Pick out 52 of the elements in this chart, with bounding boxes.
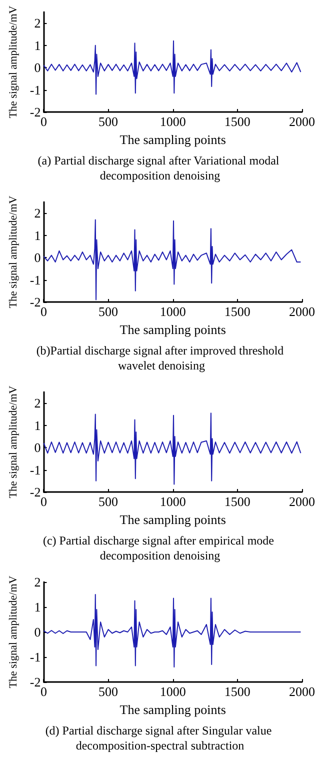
text: (d) Partial discharge signal after Singular value decomposition-spectral subtraction [45, 724, 275, 752]
x-tick-label: 1500 [224, 114, 250, 129]
x-axis-title: The sampling points [120, 512, 226, 527]
y-tick-label: 2 [34, 396, 41, 411]
y-tick-label: 1 [34, 38, 41, 53]
y-tick-label: 2 [34, 16, 41, 31]
y-tick-label: 2 [34, 206, 41, 221]
x-tick-label: 500 [98, 494, 118, 509]
line-series [43, 594, 302, 668]
y-tick-label: -1 [30, 462, 41, 478]
text: (c) Partial discharge signal after empirical mode decomposition denoising [42, 534, 278, 562]
y-tick-label: 1 [34, 228, 41, 243]
x-tick-label: 1000 [160, 684, 186, 699]
y-tick-label: -1 [30, 650, 41, 664]
y-tick-label: 0 [34, 624, 41, 640]
line-series [43, 412, 302, 485]
y-tick-label: -1 [30, 272, 41, 288]
x-tick-label: 1000 [160, 494, 186, 509]
y-tick-label: 1 [34, 418, 41, 433]
x-tick-label: 1000 [160, 304, 186, 319]
x-tick-label: 2000 [289, 684, 315, 699]
x-tick-label: 2000 [289, 114, 315, 129]
line-series [43, 219, 302, 300]
y-tick-label: -2 [30, 294, 41, 310]
y-tick-label: 0 [34, 250, 41, 266]
x-tick-label: 1000 [160, 114, 186, 129]
x-tick-label: 1500 [224, 684, 250, 699]
y-axis-title: The signal amplitude/mV [8, 196, 20, 308]
x-tick-label: 2000 [289, 494, 315, 509]
y-tick-label: 2 [34, 574, 41, 590]
y-tick-label: 0 [34, 440, 41, 456]
y-tick-label: 0 [34, 60, 41, 76]
x-tick-label: 1500 [224, 304, 250, 319]
y-axis-title: The signal amplitude/mV [8, 6, 20, 118]
x-axis-title: The sampling points [120, 702, 226, 717]
y-axis-title: The signal amplitude/mV [8, 576, 20, 688]
text: (a) Partial discharge signal after Variational modal decomposition denoising [38, 154, 282, 182]
y-tick-label: -2 [30, 674, 41, 690]
x-tick-label: 1500 [224, 494, 250, 509]
x-tick-label: 500 [98, 304, 118, 319]
x-axis-title: The sampling points [120, 322, 226, 337]
line-series [43, 40, 302, 95]
x-tick-label: 500 [98, 684, 118, 699]
y-tick-label: -2 [30, 484, 41, 500]
y-axis-title: The signal amplitude/mV [8, 386, 20, 498]
x-axis-title: The sampling points [120, 132, 226, 147]
y-tick-label: 1 [34, 600, 41, 614]
x-tick-label: 2000 [289, 304, 315, 319]
x-tick-label: 500 [98, 114, 118, 129]
y-tick-label: -1 [30, 82, 41, 98]
y-tick-label: -2 [30, 104, 41, 120]
text: (b)Partial discharge signal after improved threshold wavelet denoising [36, 344, 284, 372]
